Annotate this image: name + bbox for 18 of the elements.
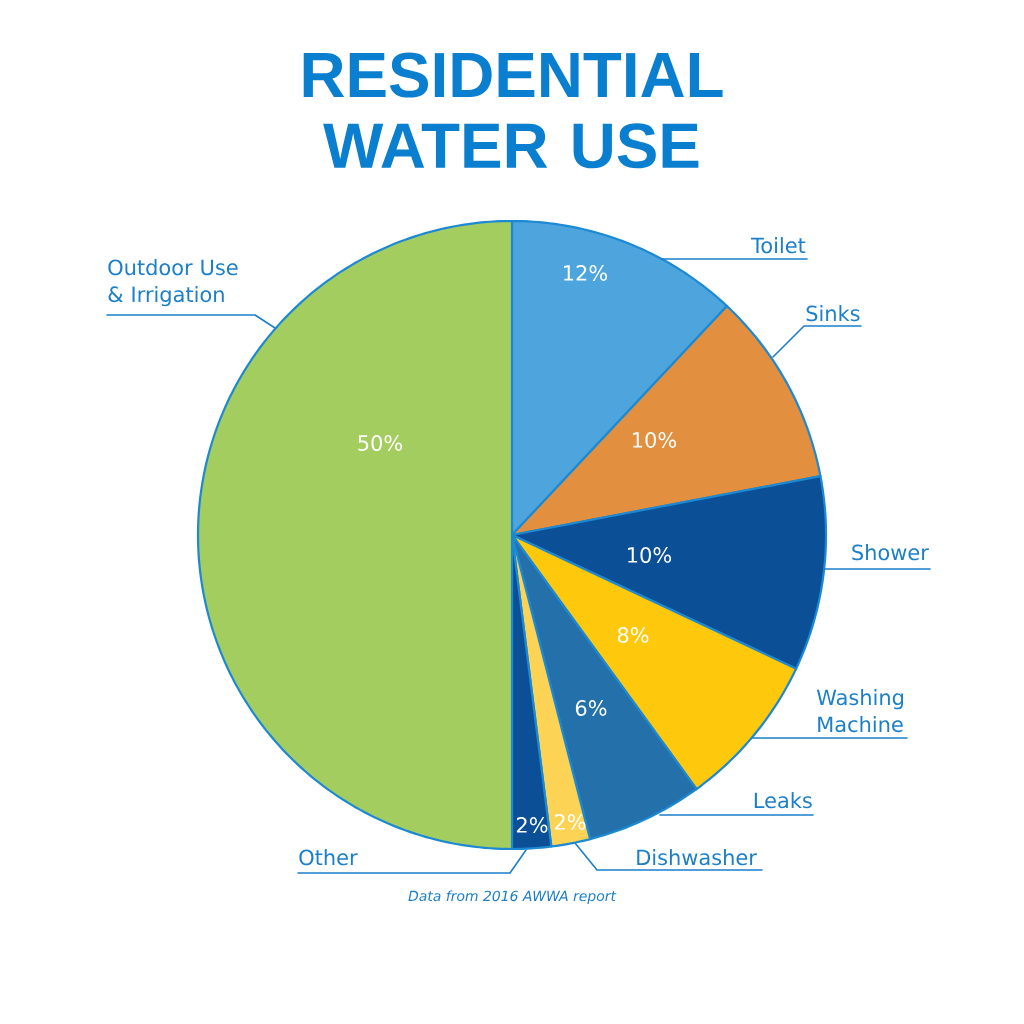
chart-title: RESIDENTIAL WATER USE [303, 52, 723, 169]
slice-label: Washing Machine [816, 689, 904, 733]
slice-label: Other [299, 849, 358, 866]
text: Data from 2016 AWWA report [408, 890, 617, 904]
slice-label: Leaks [754, 792, 812, 809]
data-label: 50% [358, 435, 403, 451]
slice-label: Sinks [806, 305, 860, 322]
data-label: 10% [628, 547, 672, 563]
data-label: 12% [564, 265, 608, 281]
data-label: 2% [554, 814, 586, 830]
slice-label: Dishwasher [637, 849, 757, 866]
data-label: 8% [617, 627, 649, 643]
data-label: 6% [575, 700, 607, 716]
slice-label: Toilet [751, 237, 806, 254]
slice-label: Shower [852, 544, 929, 561]
data-label: 10% [633, 432, 677, 448]
slice-label: Outdoor Use & Irrigation [108, 259, 238, 307]
data-label: 2% [516, 817, 548, 833]
